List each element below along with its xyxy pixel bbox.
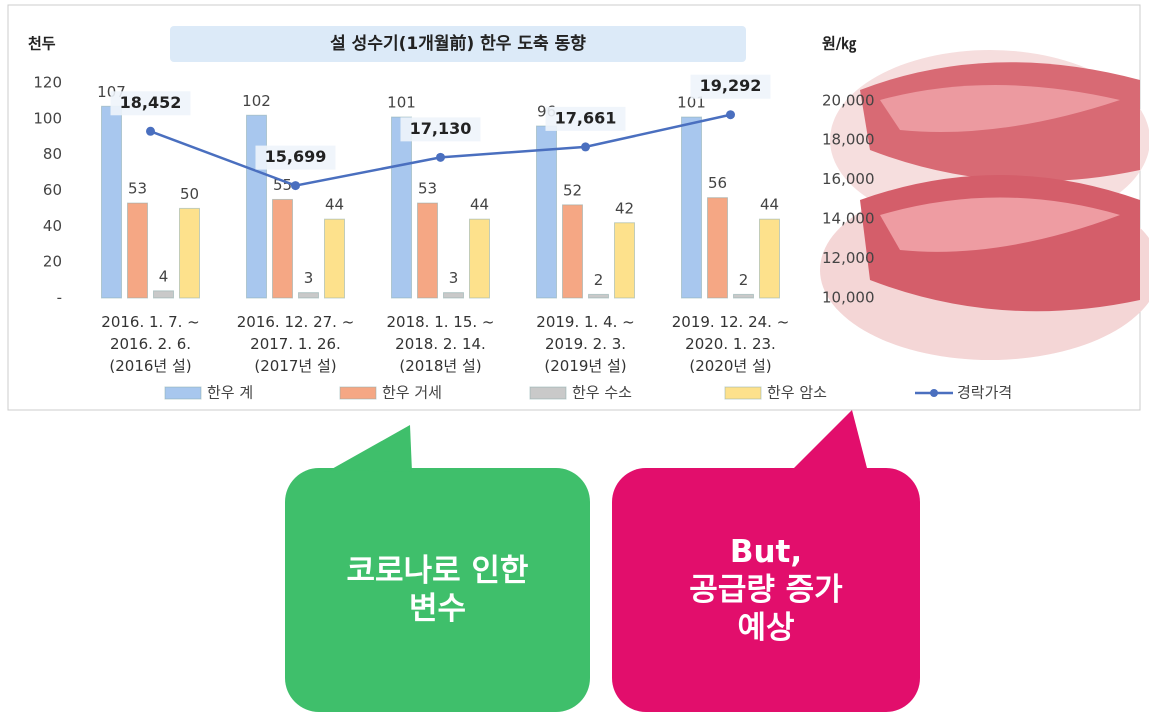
- title-box: [170, 26, 746, 62]
- legend-swatch: [339, 386, 377, 400]
- bar-value-label: 55: [273, 176, 292, 194]
- price-point: [146, 126, 155, 136]
- bar-value-label: 42: [615, 199, 634, 217]
- bar: [614, 222, 635, 299]
- bar: [246, 114, 267, 299]
- y2-tick-label: 20,000: [822, 91, 875, 109]
- x-tick-label: 2019. 12. 24. ~ 2020. 1. 23. (2020년 설): [671, 313, 790, 375]
- bar-value-label: 3: [449, 269, 459, 287]
- legend-swatch: [724, 386, 762, 400]
- callout-text: But, 공급량 증가 예상: [689, 534, 843, 646]
- bar-value-label: 56: [708, 174, 727, 192]
- legend-swatch: [529, 386, 567, 400]
- y2-tick-label: 10,000: [822, 289, 875, 307]
- x-tick-label: 2019. 1. 4. ~ 2019. 2. 3. (2019년 설): [536, 313, 635, 375]
- bar: [733, 293, 754, 299]
- callout-supply: But, 공급량 증가 예상: [612, 468, 920, 712]
- price-point: [581, 142, 590, 152]
- price-value-label: 15,699: [265, 147, 327, 166]
- bar: [391, 116, 412, 299]
- bar: [469, 218, 490, 299]
- bar-value-label: 3: [304, 269, 314, 287]
- y-tick-label: 20: [43, 253, 62, 271]
- bar: [707, 197, 728, 299]
- y2-axis-unit: 원/㎏: [822, 35, 856, 54]
- bar: [759, 218, 780, 299]
- bar-value-label: 52: [563, 181, 582, 199]
- price-label-box: [545, 106, 626, 131]
- price-value-label: 18,452: [120, 93, 182, 112]
- y-tick-label: 40: [43, 217, 62, 235]
- price-value-label: 17,661: [555, 108, 617, 127]
- y2-tick-label: 12,000: [822, 249, 875, 267]
- legend-label: 한우 계: [207, 384, 253, 402]
- legend-swatch: [164, 386, 202, 400]
- bar-value-label: 2: [739, 271, 749, 289]
- callout-text: 코로나로 인한 변수: [346, 553, 529, 627]
- meat-illustration: [820, 50, 1149, 360]
- bar: [298, 292, 319, 299]
- bar-value-label: 44: [470, 196, 489, 214]
- y2-tick-label: 14,000: [822, 210, 875, 228]
- bar-value-label: 53: [418, 180, 437, 198]
- bar-value-label: 102: [242, 92, 271, 110]
- y-tick-label: 100: [33, 109, 62, 127]
- y-tick-label: -: [57, 289, 62, 307]
- price-point: [436, 152, 445, 162]
- x-tick-label: 2018. 1. 15. ~ 2018. 2. 14. (2018년 설): [386, 313, 495, 375]
- legend-label: 한우 암소: [767, 384, 827, 402]
- callout-covid: 코로나로 인한 변수: [285, 468, 590, 712]
- price-point: [291, 181, 300, 191]
- bar: [536, 125, 557, 299]
- price-label-box: [690, 74, 771, 99]
- bar: [179, 207, 200, 299]
- bar-value-label: 4: [159, 267, 169, 285]
- bar: [443, 292, 464, 299]
- chart-title: 설 성수기(1개월前) 한우 도축 동향: [330, 33, 586, 54]
- bar-value-label: 101: [387, 94, 416, 112]
- y2-tick-label: 16,000: [822, 170, 875, 188]
- bar-value-label: 44: [760, 196, 779, 214]
- bar: [127, 202, 148, 299]
- price-value-label: 17,130: [410, 119, 472, 138]
- bar: [153, 290, 174, 299]
- bar: [588, 293, 609, 299]
- y-axis-unit: 천두: [28, 35, 56, 53]
- price-value-label: 19,292: [700, 76, 762, 95]
- x-tick-label: 2016. 12. 27. ~ 2017. 1. 26. (2017년 설): [236, 313, 355, 375]
- y-tick-label: 120: [33, 74, 62, 92]
- legend-label: 경락가격: [957, 384, 1012, 402]
- bar: [417, 202, 438, 299]
- bar-value-label: 50: [180, 185, 199, 203]
- y-tick-label: 60: [43, 181, 62, 199]
- x-tick-label: 2016. 1. 7. ~ 2016. 2. 6. (2016년 설): [101, 313, 200, 375]
- y2-tick-label: 18,000: [822, 131, 875, 149]
- bar: [101, 105, 122, 299]
- bar: [562, 204, 583, 299]
- price-label-box: [110, 91, 191, 116]
- price-label-box: [255, 145, 336, 170]
- price-point: [726, 110, 735, 120]
- bar-value-label: 53: [128, 180, 147, 198]
- bar-value-label: 44: [325, 196, 344, 214]
- y-tick-label: 80: [43, 145, 62, 163]
- bar: [681, 116, 702, 299]
- bar-value-label: 2: [594, 271, 604, 289]
- legend-marker: [930, 389, 938, 397]
- price-label-box: [400, 117, 481, 142]
- bar: [272, 198, 293, 299]
- bar: [324, 218, 345, 299]
- legend-label: 한우 수소: [572, 384, 632, 402]
- legend-label: 한우 거세: [382, 384, 442, 402]
